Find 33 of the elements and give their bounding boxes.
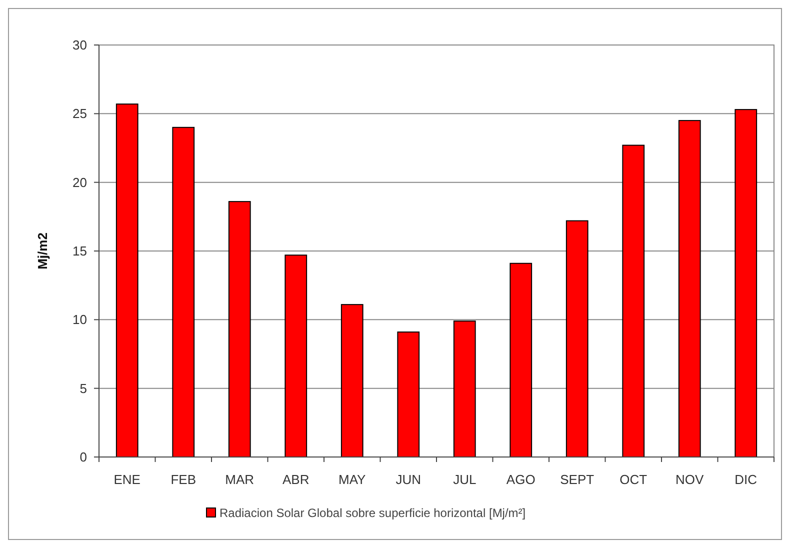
bar	[622, 144, 645, 458]
y-tick-label: 0	[80, 450, 87, 465]
bar	[228, 201, 251, 458]
bar	[172, 126, 195, 458]
x-tick-label: JUL	[453, 472, 476, 487]
y-tick-label: 30	[72, 38, 87, 53]
x-tick-label: ENE	[114, 472, 141, 487]
bar	[566, 220, 588, 458]
bar	[453, 320, 476, 458]
bar	[340, 304, 364, 458]
bar	[284, 254, 308, 458]
bar	[510, 262, 532, 458]
x-tick-label: MAY	[338, 472, 366, 487]
bar	[397, 332, 420, 458]
bar	[734, 109, 758, 458]
y-tick-label: 15	[72, 244, 87, 259]
x-tick-label: OCT	[620, 472, 648, 487]
y-tick-label: 5	[80, 380, 87, 396]
x-tick-label: NOV	[676, 472, 704, 487]
x-tick-label: ABR	[282, 472, 310, 487]
x-tick-label: FEB	[170, 472, 196, 487]
bar	[116, 104, 138, 458]
x-tick-label: DIC	[734, 472, 758, 487]
y-tick-label: 20	[72, 174, 87, 190]
y-axis-title: Mj/m2	[35, 232, 50, 270]
x-tick-label: AGO	[506, 472, 536, 487]
legend-label: Radiacion Solar Global sobre superficie horizontal [Mj/m²]	[220, 506, 526, 520]
y-tick-label: 10	[72, 312, 87, 328]
x-tick-label: MAR	[225, 472, 254, 487]
x-tick-label: JUN	[396, 472, 422, 487]
x-tick-label: SEPT	[560, 472, 594, 487]
bar	[678, 120, 701, 458]
y-tick-label: 25	[72, 106, 87, 122]
